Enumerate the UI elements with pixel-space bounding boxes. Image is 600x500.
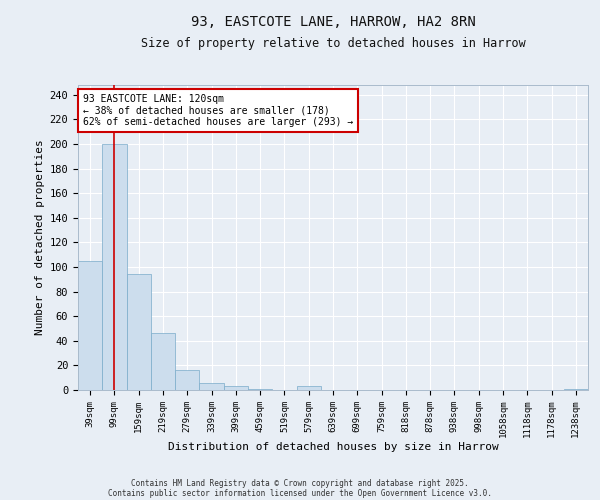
Bar	[248, 389, 272, 390]
Bar	[564, 389, 588, 390]
Bar	[102, 144, 127, 390]
Bar	[78, 261, 102, 390]
Bar	[127, 274, 151, 390]
Y-axis label: Number of detached properties: Number of detached properties	[35, 140, 46, 336]
Bar	[175, 370, 199, 390]
Bar	[224, 386, 248, 390]
Text: 93, EASTCOTE LANE, HARROW, HA2 8RN: 93, EASTCOTE LANE, HARROW, HA2 8RN	[191, 15, 475, 29]
Text: Size of property relative to detached houses in Harrow: Size of property relative to detached ho…	[140, 38, 526, 51]
Bar	[151, 334, 175, 390]
Bar	[199, 382, 224, 390]
Text: Contains public sector information licensed under the Open Government Licence v3: Contains public sector information licen…	[108, 488, 492, 498]
Bar	[296, 386, 321, 390]
X-axis label: Distribution of detached houses by size in Harrow: Distribution of detached houses by size …	[167, 442, 499, 452]
Text: 93 EASTCOTE LANE: 120sqm
← 38% of detached houses are smaller (178)
62% of semi-: 93 EASTCOTE LANE: 120sqm ← 38% of detach…	[83, 94, 353, 128]
Text: Contains HM Land Registry data © Crown copyright and database right 2025.: Contains HM Land Registry data © Crown c…	[131, 478, 469, 488]
